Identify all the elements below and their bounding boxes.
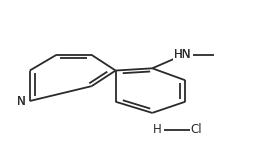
Text: H: H — [153, 123, 162, 136]
Text: N: N — [17, 94, 26, 108]
Text: HN: HN — [174, 48, 191, 62]
Text: HN: HN — [174, 48, 191, 62]
Text: N: N — [17, 94, 26, 108]
Text: Cl: Cl — [191, 123, 202, 136]
Text: HN: HN — [174, 48, 191, 62]
Text: N: N — [17, 94, 26, 108]
